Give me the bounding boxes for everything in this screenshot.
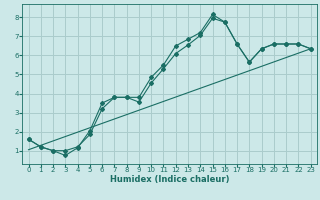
X-axis label: Humidex (Indice chaleur): Humidex (Indice chaleur) [110, 175, 229, 184]
